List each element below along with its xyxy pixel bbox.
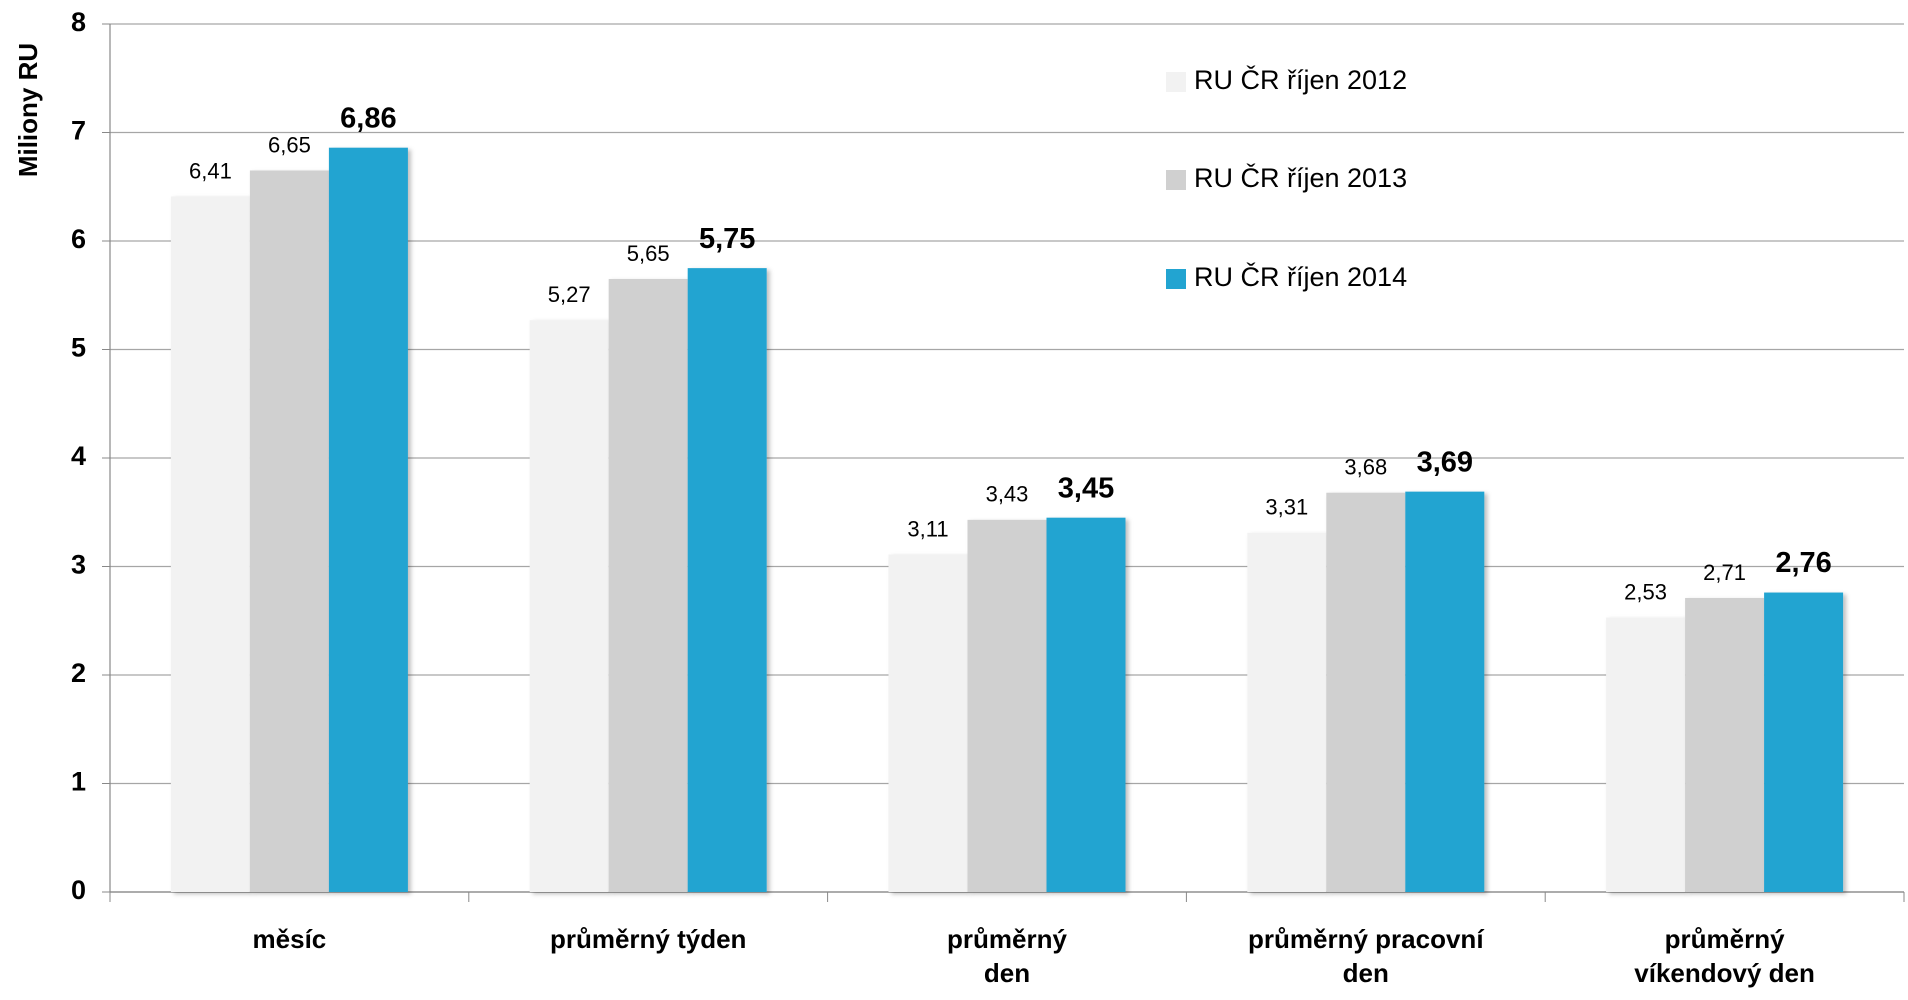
x-tick-label: průměrný pracovní den: [1248, 924, 1484, 988]
bar: [170, 196, 250, 892]
y-tick-label: 6: [71, 224, 86, 254]
legend-swatch: [1166, 269, 1186, 289]
data-label: 2,71: [1703, 560, 1746, 585]
data-label: 3,31: [1265, 495, 1308, 520]
bar: [1326, 492, 1406, 892]
x-tick-label: měsíc: [252, 924, 327, 954]
bar: [687, 268, 767, 892]
y-tick-label: 7: [71, 116, 86, 146]
y-tick-label: 3: [71, 550, 86, 580]
y-tick-label: 5: [71, 333, 86, 363]
data-label: 3,69: [1417, 446, 1473, 478]
data-label: 6,41: [189, 158, 232, 183]
y-tick-label: 1: [71, 767, 86, 797]
data-label: 2,53: [1624, 579, 1667, 604]
y-tick-label: 0: [71, 875, 86, 905]
bar: [967, 519, 1047, 892]
x-tick-label: průměrný víkendový den: [1634, 924, 1815, 988]
data-label: 5,65: [627, 241, 670, 266]
data-label: 5,27: [548, 282, 591, 307]
bar: [1764, 592, 1844, 892]
y-axis-label: Miliony RU: [13, 43, 43, 177]
bar: [1046, 517, 1126, 892]
data-label: 6,86: [340, 102, 396, 134]
bar: [608, 278, 688, 893]
data-label: 2,76: [1775, 547, 1831, 579]
legend-swatch: [1166, 72, 1186, 92]
bar: [1606, 617, 1686, 892]
x-tick-label: průměrný den: [947, 924, 1067, 988]
legend-label: RU ČR říjen 2012: [1194, 64, 1407, 95]
bar: [888, 554, 968, 892]
legend-label: RU ČR říjen 2014: [1194, 261, 1407, 292]
data-label: 3,43: [986, 482, 1029, 507]
y-tick-label: 8: [71, 7, 86, 37]
legend-swatch: [1166, 170, 1186, 190]
y-tick-label: 4: [71, 441, 86, 471]
x-tick-label: průměrný týden: [549, 924, 747, 954]
y-tick-label: 2: [71, 658, 86, 688]
bar: [328, 147, 408, 892]
bar: [1405, 491, 1485, 892]
bar: [1685, 597, 1765, 892]
data-label: 3,45: [1058, 472, 1114, 504]
data-label: 3,68: [1344, 455, 1387, 480]
bar: [249, 170, 329, 893]
data-label: 3,11: [907, 516, 948, 541]
data-label: 6,65: [268, 132, 311, 157]
bar: [1247, 532, 1327, 892]
legend-label: RU ČR říjen 2013: [1194, 162, 1407, 193]
data-label: 5,75: [699, 223, 755, 255]
bar: [529, 320, 609, 893]
